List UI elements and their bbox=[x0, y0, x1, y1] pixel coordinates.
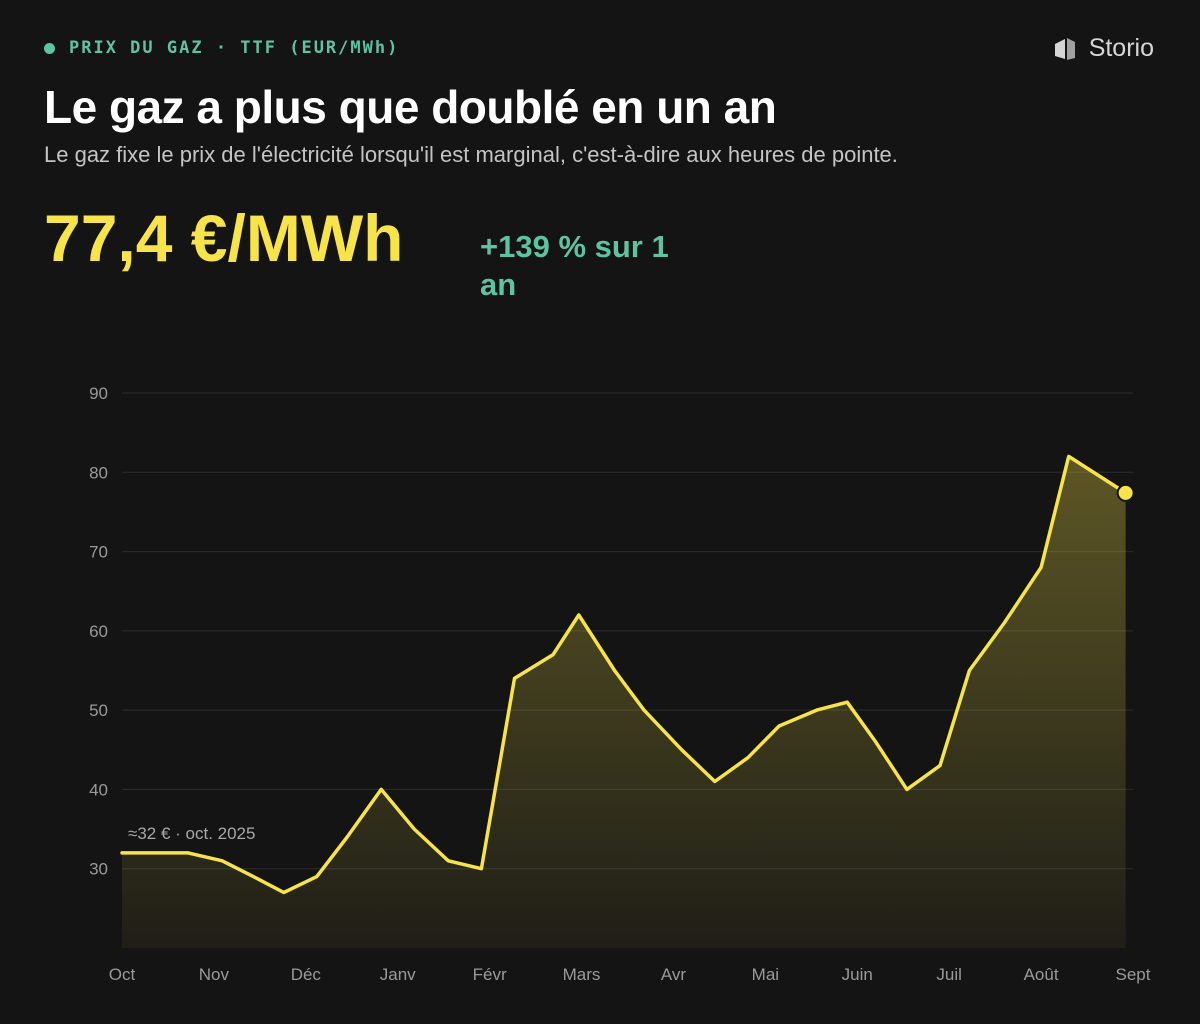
x-tick-label: Août bbox=[1024, 965, 1059, 984]
yearly-change: +139 % sur 1 an bbox=[480, 229, 669, 302]
brand-name: Storio bbox=[1088, 34, 1154, 62]
page-subtitle: Le gaz fixe le prix de l'électricité lor… bbox=[44, 142, 898, 167]
x-axis-ticks: Oct Nov Déc Janv Févr Mars Avr Mai Juin Juil Août S… bbox=[109, 965, 1151, 984]
start-annotation: ≈32 € · oct. 2025 bbox=[128, 824, 255, 843]
y-tick-label: 60 bbox=[89, 622, 108, 641]
y-tick-label: 30 bbox=[89, 860, 108, 879]
y-tick-label: 90 bbox=[89, 384, 108, 403]
x-tick-label: Avr bbox=[661, 965, 687, 984]
page-title: Le gaz a plus que doublé en un an bbox=[44, 81, 777, 133]
x-tick-label: Sept bbox=[1116, 965, 1151, 984]
x-tick-label: Juil bbox=[936, 965, 962, 984]
last-point-marker bbox=[1116, 483, 1135, 502]
y-tick-label: 50 bbox=[89, 701, 108, 720]
x-tick-label: Févr bbox=[473, 965, 507, 984]
y-axis-ticks: 30 40 50 60 70 80 90 bbox=[89, 384, 108, 879]
y-tick-label: 40 bbox=[89, 780, 108, 799]
current-price: 77,4 €/MWh bbox=[44, 201, 404, 275]
storio-logo-icon bbox=[1054, 37, 1075, 60]
y-tick-label: 80 bbox=[89, 463, 108, 482]
price-area bbox=[122, 456, 1126, 948]
eyebrow: PRIX DU GAZ · TTF (EUR/MWh) bbox=[44, 38, 399, 58]
price-line bbox=[120, 454, 1128, 895]
x-tick-label: Mai bbox=[752, 965, 779, 984]
x-tick-label: Juin bbox=[842, 965, 873, 984]
x-tick-label: Déc bbox=[291, 965, 322, 984]
x-tick-label: Mars bbox=[563, 965, 601, 984]
y-tick-label: 70 bbox=[89, 543, 108, 562]
eyebrow-label: PRIX DU GAZ · TTF (EUR/MWh) bbox=[69, 38, 400, 58]
x-tick-label: Nov bbox=[199, 965, 230, 984]
brand: Storio bbox=[1053, 34, 1154, 63]
x-tick-label: Janv bbox=[380, 965, 416, 984]
status-dot bbox=[44, 42, 55, 54]
x-tick-label: Oct bbox=[109, 965, 136, 984]
